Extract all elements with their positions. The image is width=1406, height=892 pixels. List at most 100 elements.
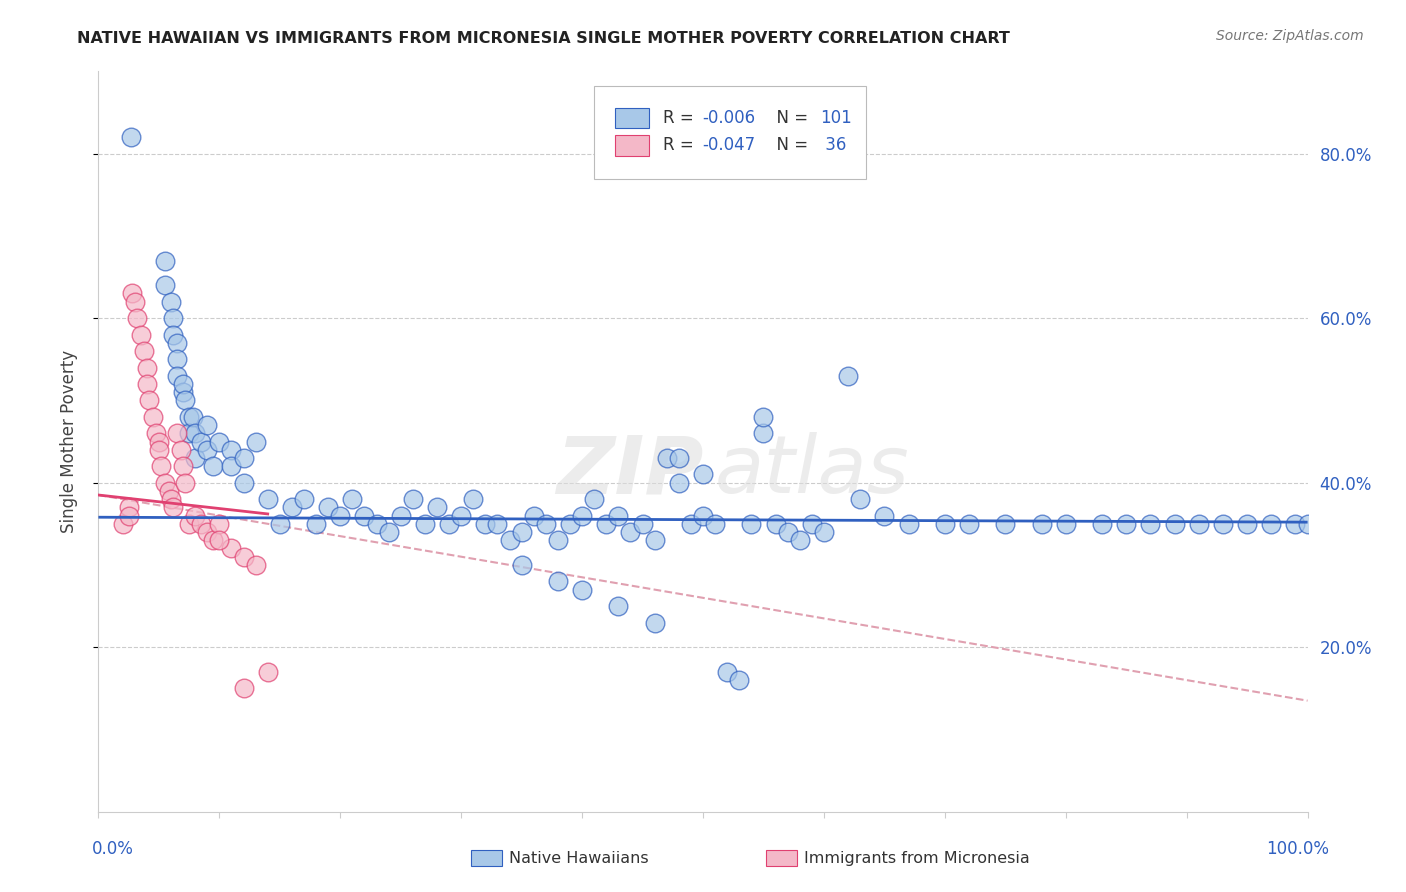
Point	[498, 533, 520, 548]
Point	[166, 352, 188, 367]
Point	[135, 376, 157, 391]
Point	[752, 409, 775, 424]
Point	[607, 508, 630, 523]
Point	[716, 665, 738, 679]
Point	[837, 368, 859, 383]
Point	[190, 434, 212, 449]
Point	[1188, 516, 1211, 531]
Point	[195, 524, 218, 539]
Point	[389, 508, 412, 523]
Point	[172, 459, 194, 474]
Point	[571, 582, 593, 597]
Point	[752, 426, 775, 441]
Point	[1115, 516, 1137, 531]
Point	[437, 516, 460, 531]
Point	[342, 492, 364, 507]
Point	[692, 467, 714, 482]
Point	[208, 434, 231, 449]
Point	[1054, 516, 1077, 531]
Text: Native Hawaiians: Native Hawaiians	[509, 851, 648, 865]
Point	[1296, 516, 1319, 531]
Point	[153, 253, 176, 268]
Text: N =: N =	[766, 136, 813, 154]
Point	[232, 549, 254, 564]
Point	[1163, 516, 1185, 531]
Point	[644, 615, 666, 630]
Point	[245, 434, 267, 449]
Point	[157, 483, 180, 498]
Point	[174, 393, 197, 408]
Text: 100.0%: 100.0%	[1265, 840, 1329, 858]
Point	[172, 385, 194, 400]
Point	[402, 492, 425, 507]
Point	[245, 558, 267, 572]
Point	[704, 516, 727, 531]
Point	[184, 426, 207, 441]
Point	[232, 681, 254, 696]
Point	[269, 516, 291, 531]
Point	[813, 524, 835, 539]
Point	[127, 311, 149, 326]
Point	[873, 508, 896, 523]
Point	[111, 516, 134, 531]
Point	[1031, 516, 1053, 531]
Point	[153, 278, 176, 293]
Point	[1236, 516, 1258, 531]
Point	[1212, 516, 1234, 531]
Point	[558, 516, 581, 531]
Point	[547, 533, 569, 548]
Text: 0.0%: 0.0%	[91, 840, 134, 858]
Point	[195, 418, 218, 433]
Point	[619, 524, 641, 539]
Point	[221, 541, 243, 556]
Point	[849, 492, 872, 507]
Point	[145, 426, 167, 441]
Point	[169, 442, 191, 457]
Point	[134, 344, 156, 359]
Point	[184, 508, 207, 523]
Point	[668, 450, 690, 465]
Point	[232, 450, 254, 465]
Point	[534, 516, 557, 531]
Point	[208, 533, 231, 548]
Point	[765, 516, 787, 531]
Point	[256, 492, 278, 507]
Point	[292, 492, 315, 507]
Point	[679, 516, 702, 531]
Point	[474, 516, 496, 531]
Text: R =: R =	[664, 109, 699, 127]
FancyBboxPatch shape	[614, 108, 648, 128]
Point	[607, 599, 630, 613]
Point	[510, 524, 533, 539]
Text: -0.047: -0.047	[702, 136, 755, 154]
Point	[120, 130, 142, 145]
Point	[179, 516, 201, 531]
Point	[450, 508, 472, 523]
Point	[174, 475, 197, 490]
Point	[547, 574, 569, 589]
Y-axis label: Single Mother Poverty: Single Mother Poverty	[59, 350, 77, 533]
Point	[179, 426, 201, 441]
Point	[583, 492, 606, 507]
Text: NATIVE HAWAIIAN VS IMMIGRANTS FROM MICRONESIA SINGLE MOTHER POVERTY CORRELATION : NATIVE HAWAIIAN VS IMMIGRANTS FROM MICRO…	[77, 31, 1010, 46]
Point	[148, 442, 170, 457]
Point	[172, 376, 194, 391]
Point	[202, 459, 225, 474]
Point	[957, 516, 980, 531]
Point	[316, 500, 339, 515]
Point	[221, 442, 243, 457]
Point	[740, 516, 762, 531]
Point	[800, 516, 823, 531]
Point	[595, 516, 617, 531]
Point	[329, 508, 352, 523]
Point	[129, 327, 152, 342]
Text: -0.006: -0.006	[702, 109, 755, 127]
Point	[179, 409, 201, 424]
Point	[124, 294, 146, 309]
Point	[166, 335, 188, 350]
Point	[162, 327, 184, 342]
Point	[994, 516, 1017, 531]
Point	[121, 286, 143, 301]
Text: atlas: atlas	[716, 432, 910, 510]
Text: 101: 101	[820, 109, 852, 127]
